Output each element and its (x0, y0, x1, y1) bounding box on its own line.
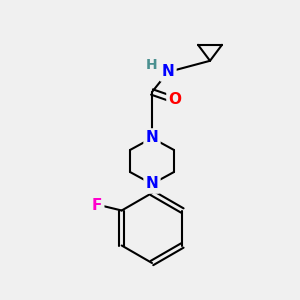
Text: N: N (146, 130, 158, 146)
Text: O: O (169, 92, 182, 107)
Text: F: F (92, 199, 102, 214)
Text: H: H (146, 58, 158, 72)
Text: N: N (162, 64, 174, 80)
Text: N: N (146, 176, 158, 191)
